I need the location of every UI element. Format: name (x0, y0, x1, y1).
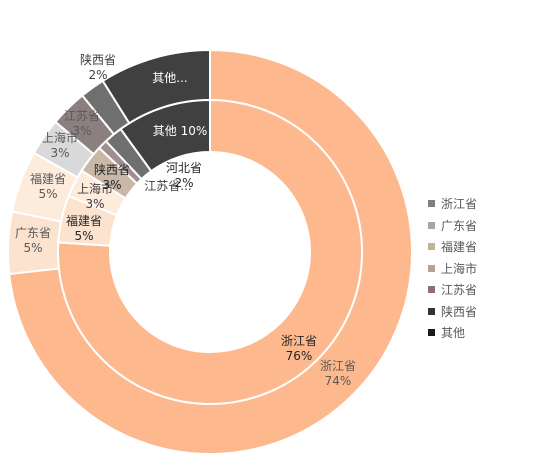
outer-slice-label-3: 上海市 3% (42, 130, 78, 160)
legend-label: 陕西省 (441, 304, 478, 319)
legend-item: 江苏省 (428, 279, 477, 301)
outer-slice-label-5: 陕西省 2% (80, 52, 116, 82)
legend-label: 上海市 (441, 261, 478, 276)
inner-slice-label-6: 其他 10% (153, 124, 208, 138)
legend-label: 浙江省 (441, 197, 478, 212)
legend-label: 江苏省 (441, 283, 478, 298)
legend-swatch (428, 200, 435, 208)
outer-slice-label-6: 其他... (152, 71, 187, 85)
legend-label: 其他 (441, 326, 466, 341)
legend-label: 福建省 (441, 240, 478, 255)
inner-slice-label-0: 浙江省 76% (281, 334, 317, 363)
legend-item: 上海市 (428, 258, 477, 280)
legend-swatch (428, 286, 435, 294)
legend-swatch (428, 329, 435, 337)
outer-slice-label-0: 浙江省 74% (320, 359, 356, 388)
outer-slice-label-2: 福建省 5% (30, 171, 66, 201)
inner-slice-label-3: 陕西省 3% (94, 162, 130, 192)
legend-label: 广东省 (441, 218, 478, 233)
inner-slice-label-2: 上海市 3% (77, 181, 113, 211)
legend-item: 广东省 (428, 215, 477, 237)
outer-slice-label-1: 广东省 5% (15, 226, 51, 255)
legend-item: 浙江省 (428, 193, 477, 215)
inner-slice-label-5: 河北省 2% (166, 161, 202, 190)
legend-item: 陕西省 (428, 301, 477, 323)
legend: 浙江省广东省福建省上海市江苏省陕西省其他 (428, 193, 477, 344)
inner-slice-label-1: 福建省 5% (66, 213, 102, 243)
legend-item: 其他 (428, 322, 477, 344)
inner-slice-label-4: 江苏省... (144, 179, 191, 193)
legend-item: 福建省 (428, 236, 477, 258)
legend-swatch (428, 243, 435, 251)
legend-swatch (428, 264, 435, 272)
outer-slice-label-4: 江苏省 3% (64, 109, 100, 138)
inner-slice-0 (57, 98, 363, 405)
legend-swatch (428, 307, 435, 315)
inner-slice-6 (119, 98, 211, 173)
legend-swatch (428, 221, 435, 229)
